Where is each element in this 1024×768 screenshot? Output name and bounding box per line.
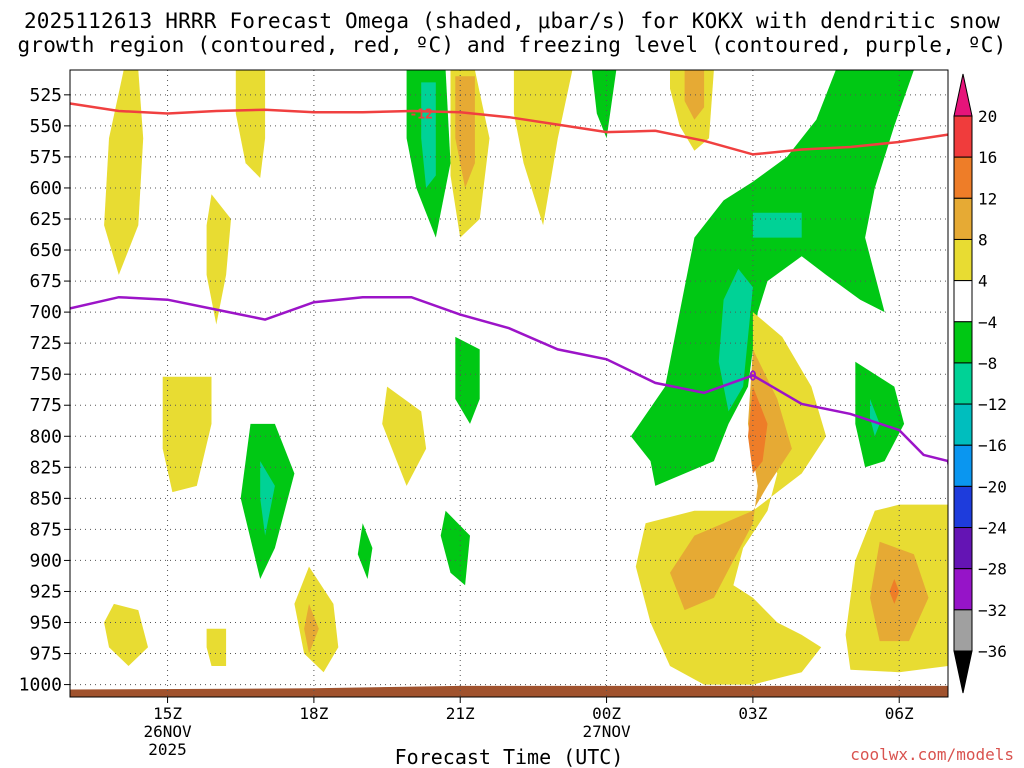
omega-yellow-col-2 xyxy=(235,70,266,178)
y-tick-label: 850 xyxy=(29,488,62,509)
x-tick-label: 00Z xyxy=(592,704,621,723)
omega-green-small-4 xyxy=(440,510,470,586)
y-tick-label: 975 xyxy=(29,644,62,665)
x-tick-label: 15Z xyxy=(153,704,182,723)
colorbar-bin xyxy=(953,197,973,240)
omega-orange-small-1 xyxy=(304,603,319,654)
colorbar-bin xyxy=(953,238,973,282)
colorbar-label: −16 xyxy=(978,436,1007,455)
colorbar-bin xyxy=(953,115,973,158)
x-tick-label: 21Z xyxy=(446,704,475,723)
colorbar-bin xyxy=(953,568,973,611)
y-tick-label: 775 xyxy=(29,395,62,416)
colorbar-bin xyxy=(953,444,973,487)
y-tick-label: 825 xyxy=(29,457,62,478)
freezing-level-line xyxy=(70,295,948,469)
freezing-contour-label: 0 xyxy=(749,369,757,384)
y-tick-label: 725 xyxy=(29,333,62,354)
x-tick-label: 06Z xyxy=(885,704,914,723)
omega-teal-inner-2 xyxy=(752,212,802,238)
credit-text: coolwx.com/models xyxy=(850,745,1014,764)
colorbar-label: −20 xyxy=(978,477,1007,496)
omega-yellow-4 xyxy=(294,566,339,673)
x-axis-label: Forecast Time (UTC) xyxy=(395,745,624,768)
colorbar-label: 16 xyxy=(978,148,997,167)
y-tick-label: 950 xyxy=(29,613,62,634)
colorbar-bin xyxy=(953,485,973,529)
y-tick-label: 700 xyxy=(29,302,62,323)
y-tick-label: 675 xyxy=(29,271,62,292)
omega-yellow-big-2 xyxy=(845,504,948,673)
colorbar-top-arrow xyxy=(953,73,973,117)
colorbar-label: 4 xyxy=(978,272,988,291)
y-tick-label: 650 xyxy=(29,240,62,261)
colorbar-bin xyxy=(953,321,973,364)
colorbar-label: 12 xyxy=(978,189,997,208)
x-tick-label: 18Z xyxy=(299,704,328,723)
omega-teal-col-1 xyxy=(421,82,436,188)
colorbar-bin xyxy=(953,609,973,652)
colorbar-label: −36 xyxy=(978,642,1007,661)
plot-frame xyxy=(69,69,949,698)
y-tick-label: 1000 xyxy=(19,675,62,696)
omega-yellow-col-1 xyxy=(104,70,144,275)
omega-yellow-col-3 xyxy=(206,194,231,325)
y-tick-label: 925 xyxy=(29,581,62,602)
y-tick-label: 900 xyxy=(29,550,62,571)
colorbar-label: −28 xyxy=(978,560,1007,579)
y-tick-label: 550 xyxy=(29,116,62,137)
y-tick-label: 625 xyxy=(29,209,62,230)
colorbar-label: −32 xyxy=(978,601,1007,620)
y-tick-label: 875 xyxy=(29,519,62,540)
y-tick-label: 600 xyxy=(29,178,62,199)
omega-green-main xyxy=(630,70,914,486)
x-tick-date: 26NOV xyxy=(143,722,192,741)
omega-teal-inner-1 xyxy=(718,268,753,412)
colorbar-bin xyxy=(953,280,973,323)
title-line-1: 2025112613 HRRR Forecast Omega (shaded, … xyxy=(23,9,1001,33)
ground-strip xyxy=(70,685,948,697)
y-tick-label: 800 xyxy=(29,426,62,447)
omega-teal-small-1 xyxy=(260,461,275,536)
y-tick-label: 750 xyxy=(29,364,62,385)
title-line-2: growth region (contoured, red, ºC) and f… xyxy=(17,33,1007,57)
dgz-contour-line xyxy=(70,102,948,156)
y-tick-label: 525 xyxy=(29,85,62,106)
omega-orange2-big-1 xyxy=(748,386,768,474)
omega-orange-col-2 xyxy=(684,70,705,120)
plot-area: -12 0 xyxy=(70,70,948,697)
omega-orange-big-2 xyxy=(870,541,929,642)
omega-yellow-3 xyxy=(206,628,227,666)
colorbar-label: −12 xyxy=(978,395,1007,414)
colorbar-label: 8 xyxy=(978,230,988,249)
dgz-contour-label: -12 xyxy=(409,107,432,122)
omega-green-col-2 xyxy=(591,70,617,139)
colorbar-label: −4 xyxy=(978,313,997,332)
colorbar-label: 20 xyxy=(978,107,997,126)
colorbar: 20 16 12 8 4 −4 −8 −12 −16 −20 −24 −28 −32 −36 xyxy=(953,73,1007,694)
y-tick-label: 575 xyxy=(29,147,62,168)
omega-green-small-3 xyxy=(455,336,480,424)
omega-orange2-big-2 xyxy=(889,579,900,604)
colorbar-bottom-arrow xyxy=(953,650,973,694)
omega-yellow-1 xyxy=(162,376,212,493)
omega-yellow-5 xyxy=(382,386,427,486)
omega-yellow-col-5 xyxy=(513,70,573,226)
colorbar-bin xyxy=(953,362,973,405)
omega-green-small-2 xyxy=(357,523,373,579)
omega-green-small-5 xyxy=(855,361,905,468)
colorbar-bin xyxy=(953,527,973,570)
omega-yellow-2 xyxy=(104,603,148,666)
x-tick-year: 2025 xyxy=(148,740,187,759)
colorbar-label: −8 xyxy=(978,354,997,373)
colorbar-bin xyxy=(953,403,973,446)
x-tick-date: 27NOV xyxy=(582,722,631,741)
omega-teal-small-2 xyxy=(870,399,880,437)
colorbar-label: −24 xyxy=(978,519,1007,538)
colorbar-bin xyxy=(953,156,973,199)
x-tick-label: 03Z xyxy=(738,704,767,723)
